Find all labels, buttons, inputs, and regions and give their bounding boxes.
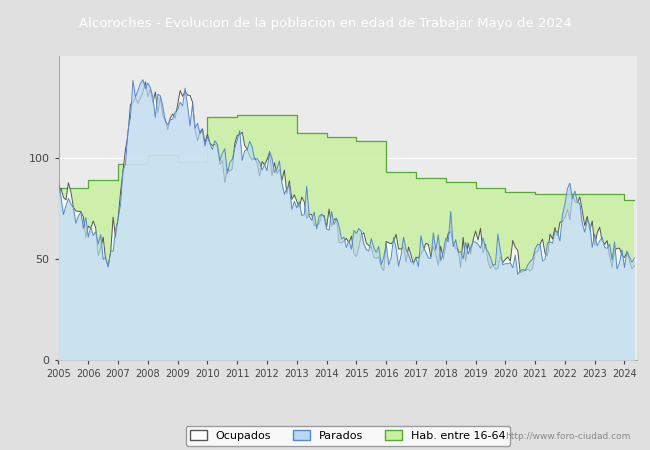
Text: Alcoroches - Evolucion de la poblacion en edad de Trabajar Mayo de 2024: Alcoroches - Evolucion de la poblacion e… [79,17,571,30]
Text: http://www.foro-ciudad.com: http://www.foro-ciudad.com [505,432,630,441]
Legend: Ocupados, Parados, Hab. entre 16-64: Ocupados, Parados, Hab. entre 16-64 [185,426,510,446]
